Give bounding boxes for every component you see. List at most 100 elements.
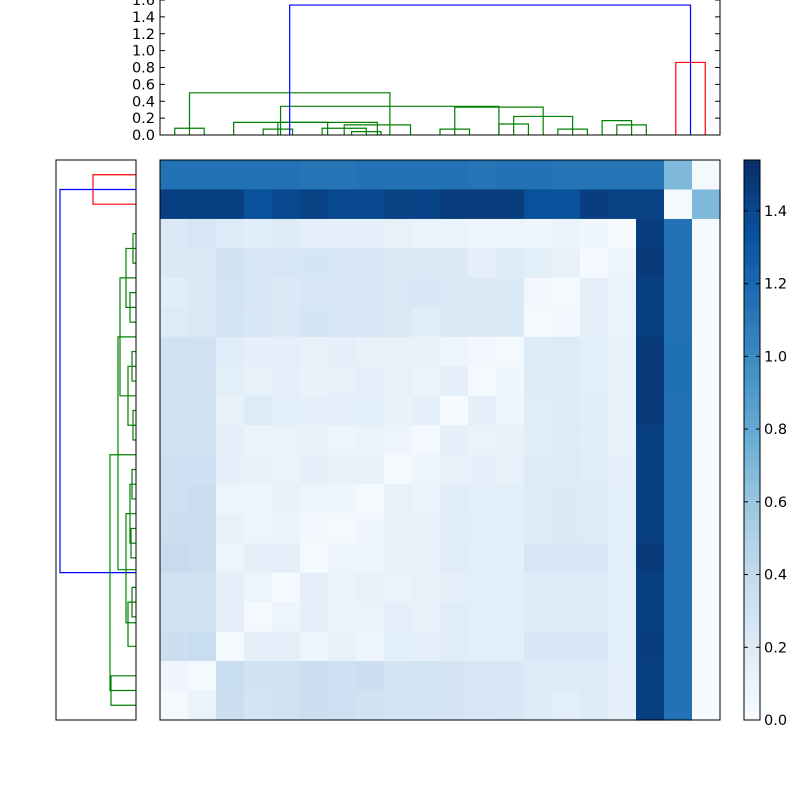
heatmap-cell xyxy=(636,189,665,220)
heatmap-cell xyxy=(580,513,609,544)
colorbar-band xyxy=(744,328,760,333)
heatmap-cell xyxy=(328,513,357,544)
colorbar-band xyxy=(744,308,760,313)
heatmap-cell xyxy=(664,690,693,721)
dendrogram-link xyxy=(125,513,136,624)
heatmap-cell xyxy=(216,277,245,308)
heatmap-cell xyxy=(580,602,609,633)
colorbar-band xyxy=(744,168,760,173)
colorbar-band xyxy=(744,544,760,549)
heatmap-cell xyxy=(160,513,189,544)
heatmap-cell xyxy=(216,631,245,662)
heatmap-cell xyxy=(272,248,301,279)
left-dendrogram-frame xyxy=(55,159,137,721)
heatmap-cell xyxy=(664,602,693,633)
heatmap-cell xyxy=(636,366,665,397)
colorbar-band xyxy=(744,532,760,537)
heatmap-cell xyxy=(188,454,217,485)
heatmap-cell xyxy=(468,189,497,220)
heatmap-cell xyxy=(384,307,413,338)
colorbar-band xyxy=(744,596,760,601)
colorbar-band xyxy=(744,652,760,657)
colorbar-band xyxy=(744,588,760,593)
heatmap-cell xyxy=(524,690,553,721)
colorbar-band xyxy=(744,448,760,453)
heatmap-cell xyxy=(300,454,329,485)
heatmap-cell xyxy=(524,484,553,515)
heatmap-cell xyxy=(412,631,441,662)
colorbar-band xyxy=(744,548,760,553)
heatmap-cell xyxy=(160,248,189,279)
heatmap-cell xyxy=(552,513,581,544)
heatmap-cell xyxy=(356,543,385,574)
heatmap-cell xyxy=(692,513,721,544)
colorbar-band xyxy=(744,572,760,577)
heatmap-cell xyxy=(440,248,469,279)
colorbar-band xyxy=(744,612,760,617)
colorbar-band xyxy=(744,648,760,653)
heatmap-cell xyxy=(356,248,385,279)
dendrogram-link xyxy=(289,4,692,135)
heatmap-cell xyxy=(244,484,273,515)
colorbar-band xyxy=(744,196,760,201)
heatmap-cell xyxy=(188,366,217,397)
heatmap-cell xyxy=(272,366,301,397)
heatmap-cell xyxy=(440,395,469,426)
colorbar-band xyxy=(744,388,760,393)
heatmap-cell xyxy=(636,160,665,191)
heatmap-cell xyxy=(496,336,525,367)
colorbar-band xyxy=(744,476,760,481)
colorbar-band xyxy=(744,700,760,705)
heatmap-cell xyxy=(692,572,721,603)
heatmap-cell xyxy=(384,602,413,633)
heatmap-cell xyxy=(636,395,665,426)
heatmap-cell xyxy=(440,572,469,603)
heatmap-cell xyxy=(552,189,581,220)
heatmap-cell xyxy=(272,454,301,485)
colorbar-band xyxy=(744,556,760,561)
heatmap-cell xyxy=(300,218,329,250)
heatmap-cell xyxy=(188,189,217,220)
heatmap-cell xyxy=(524,543,553,574)
heatmap-cell xyxy=(468,336,497,367)
heatmap-cell xyxy=(468,366,497,397)
heatmap-cell xyxy=(636,690,665,721)
heatmap-cell xyxy=(160,189,189,220)
colorbar-band xyxy=(744,372,760,377)
dendrogram-link xyxy=(59,188,136,574)
heatmap-cell xyxy=(300,248,329,279)
heatmap-cell xyxy=(188,690,217,721)
heatmap-cell xyxy=(272,277,301,308)
heatmap-cell xyxy=(188,631,217,662)
heatmap-cell xyxy=(216,218,245,250)
heatmap-cell xyxy=(216,513,245,544)
heatmap-cell xyxy=(440,336,469,367)
heatmap-cell xyxy=(300,602,329,633)
heatmap-cell xyxy=(664,484,693,515)
heatmap-cell xyxy=(272,189,301,220)
heatmap-cell xyxy=(188,661,217,692)
colorbar-band xyxy=(744,408,760,413)
heatmap-cell xyxy=(608,602,637,633)
heatmap-cell xyxy=(664,248,693,279)
heatmap-cell xyxy=(636,454,665,485)
heatmap-cell xyxy=(384,484,413,515)
heatmap-cell xyxy=(272,160,301,191)
heatmap-cell xyxy=(552,307,581,338)
heatmap-cell xyxy=(300,307,329,338)
heatmap-cell xyxy=(300,631,329,662)
heatmap-cell xyxy=(384,661,413,692)
heatmap-cell xyxy=(188,395,217,426)
heatmap-cell xyxy=(356,307,385,338)
heatmap-cell xyxy=(356,602,385,633)
heatmap-cell xyxy=(300,690,329,721)
colorbar-band xyxy=(744,628,760,633)
heatmap-cell xyxy=(328,366,357,397)
heatmap-cell xyxy=(300,189,329,220)
heatmap-cell xyxy=(412,572,441,603)
heatmap-cell xyxy=(608,572,637,603)
heatmap-cell xyxy=(496,543,525,574)
heatmap-cell xyxy=(412,307,441,338)
heatmap-cell xyxy=(440,661,469,692)
heatmap-cell xyxy=(552,277,581,308)
